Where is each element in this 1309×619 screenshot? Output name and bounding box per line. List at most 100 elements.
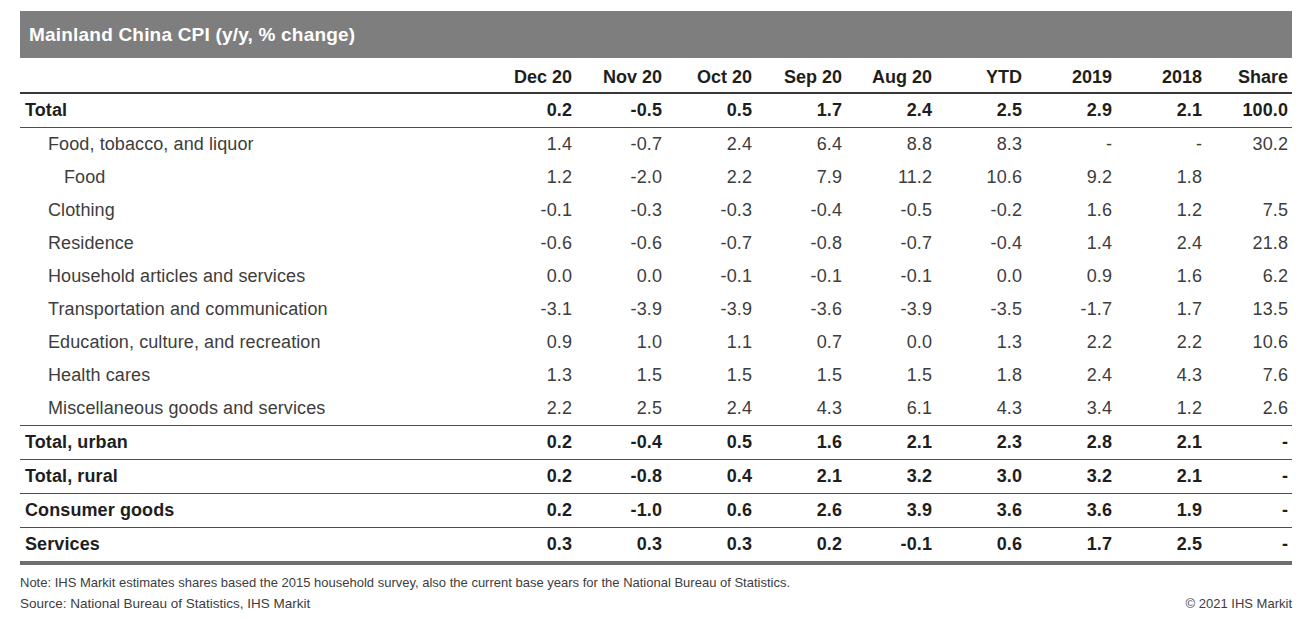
cell-value: - bbox=[1202, 528, 1292, 564]
cell-value: 1.7 bbox=[752, 93, 842, 128]
table-row: Food, tobacco, and liquor1.4-0.72.46.48.… bbox=[20, 128, 1292, 162]
row-label: Total, urban bbox=[20, 426, 482, 460]
cell-value: 10.6 bbox=[932, 161, 1022, 194]
cell-value: 2.5 bbox=[1112, 528, 1202, 564]
cell-value: 0.6 bbox=[932, 528, 1022, 564]
cell-value: 1.7 bbox=[1022, 528, 1112, 564]
cell-value: 21.8 bbox=[1202, 227, 1292, 260]
column-header: Share bbox=[1202, 62, 1292, 93]
cell-value: 2.4 bbox=[842, 93, 932, 128]
cell-value: -0.2 bbox=[932, 194, 1022, 227]
cell-value: - bbox=[1202, 494, 1292, 528]
cell-value: 0.4 bbox=[662, 460, 752, 494]
cell-value: 4.3 bbox=[1112, 359, 1202, 392]
cell-value: 2.2 bbox=[662, 161, 752, 194]
cell-value: 2.1 bbox=[1112, 460, 1202, 494]
cell-value: 0.3 bbox=[662, 528, 752, 564]
cell-value: 2.3 bbox=[932, 426, 1022, 460]
row-label: Residence bbox=[20, 227, 482, 260]
cell-value: 1.5 bbox=[752, 359, 842, 392]
row-label: Transportation and communication bbox=[20, 293, 482, 326]
cell-value: 100.0 bbox=[1202, 93, 1292, 128]
cell-value: 2.4 bbox=[1112, 227, 1202, 260]
row-label-column-header bbox=[20, 62, 482, 93]
row-label: Total bbox=[20, 93, 482, 128]
row-label: Services bbox=[20, 528, 482, 564]
cell-value: -0.1 bbox=[662, 260, 752, 293]
cell-value: 7.5 bbox=[1202, 194, 1292, 227]
cell-value: - bbox=[1202, 460, 1292, 494]
cell-value: 8.8 bbox=[842, 128, 932, 162]
cell-value: -0.3 bbox=[662, 194, 752, 227]
cell-value: 1.8 bbox=[932, 359, 1022, 392]
cell-value: -1.7 bbox=[1022, 293, 1112, 326]
cell-value: -0.5 bbox=[842, 194, 932, 227]
column-header: Oct 20 bbox=[662, 62, 752, 93]
row-label: Miscellaneous goods and services bbox=[20, 392, 482, 426]
cell-value: -0.5 bbox=[572, 93, 662, 128]
table-title: Mainland China CPI (y/y, % change) bbox=[29, 24, 355, 46]
cell-value: -0.8 bbox=[572, 460, 662, 494]
cell-value: 3.2 bbox=[1022, 460, 1112, 494]
cell-value: 1.6 bbox=[1022, 194, 1112, 227]
cell-value: 9.2 bbox=[1022, 161, 1112, 194]
cell-value: 11.2 bbox=[842, 161, 932, 194]
cell-value: -0.8 bbox=[752, 227, 842, 260]
cell-value: 1.8 bbox=[1112, 161, 1202, 194]
cell-value: 0.2 bbox=[482, 460, 572, 494]
cell-value: 1.5 bbox=[572, 359, 662, 392]
cell-value: -0.1 bbox=[752, 260, 842, 293]
cell-value: 0.2 bbox=[752, 528, 842, 564]
cpi-table-head: Dec 20Nov 20Oct 20Sep 20Aug 20YTD2019201… bbox=[20, 62, 1292, 93]
cell-value: -1.0 bbox=[572, 494, 662, 528]
cell-value: 0.0 bbox=[572, 260, 662, 293]
cpi-table: Dec 20Nov 20Oct 20Sep 20Aug 20YTD2019201… bbox=[20, 62, 1292, 565]
row-label: Clothing bbox=[20, 194, 482, 227]
cell-value: 1.1 bbox=[662, 326, 752, 359]
cell-value: -0.7 bbox=[662, 227, 752, 260]
cell-value: -0.1 bbox=[842, 528, 932, 564]
table-row: Food1.2-2.02.27.911.210.69.21.8 bbox=[20, 161, 1292, 194]
cell-value: -3.9 bbox=[842, 293, 932, 326]
cell-value: -0.1 bbox=[482, 194, 572, 227]
cell-value: -0.7 bbox=[842, 227, 932, 260]
cell-value: - bbox=[1202, 426, 1292, 460]
cell-value: 1.2 bbox=[1112, 392, 1202, 426]
cell-value: 1.4 bbox=[1022, 227, 1112, 260]
table-row: Total, urban0.2-0.40.51.62.12.32.82.1- bbox=[20, 426, 1292, 460]
table-row: Health cares1.31.51.51.51.51.82.44.37.6 bbox=[20, 359, 1292, 392]
cell-value: 1.6 bbox=[1112, 260, 1202, 293]
cell-value bbox=[1202, 161, 1292, 194]
cell-value: -3.5 bbox=[932, 293, 1022, 326]
column-header: Aug 20 bbox=[842, 62, 932, 93]
cell-value: 0.9 bbox=[1022, 260, 1112, 293]
cell-value: 3.9 bbox=[842, 494, 932, 528]
table-row: Services0.30.30.30.2-0.10.61.72.5- bbox=[20, 528, 1292, 564]
column-header: Dec 20 bbox=[482, 62, 572, 93]
cell-value: 1.2 bbox=[482, 161, 572, 194]
table-row: Residence-0.6-0.6-0.7-0.8-0.7-0.41.42.42… bbox=[20, 227, 1292, 260]
cell-value: -2.0 bbox=[572, 161, 662, 194]
cell-value: 1.9 bbox=[1112, 494, 1202, 528]
cell-value: 0.9 bbox=[482, 326, 572, 359]
cell-value: 1.3 bbox=[482, 359, 572, 392]
column-header: Nov 20 bbox=[572, 62, 662, 93]
cell-value: 0.5 bbox=[662, 426, 752, 460]
row-label: Food, tobacco, and liquor bbox=[20, 128, 482, 162]
cell-value: 7.6 bbox=[1202, 359, 1292, 392]
cell-value: 0.6 bbox=[662, 494, 752, 528]
cell-value: 8.3 bbox=[932, 128, 1022, 162]
row-label: Education, culture, and recreation bbox=[20, 326, 482, 359]
cell-value: -3.1 bbox=[482, 293, 572, 326]
cell-value: -0.6 bbox=[572, 227, 662, 260]
table-title-bar: Mainland China CPI (y/y, % change) bbox=[20, 11, 1292, 58]
cell-value: 2.2 bbox=[1112, 326, 1202, 359]
cell-value: -3.9 bbox=[662, 293, 752, 326]
cell-value: -0.4 bbox=[572, 426, 662, 460]
cell-value: 0.0 bbox=[482, 260, 572, 293]
table-row: Household articles and services0.00.0-0.… bbox=[20, 260, 1292, 293]
cell-value: 0.2 bbox=[482, 426, 572, 460]
cell-value: 2.2 bbox=[1022, 326, 1112, 359]
row-label: Food bbox=[20, 161, 482, 194]
cell-value: 2.4 bbox=[662, 128, 752, 162]
